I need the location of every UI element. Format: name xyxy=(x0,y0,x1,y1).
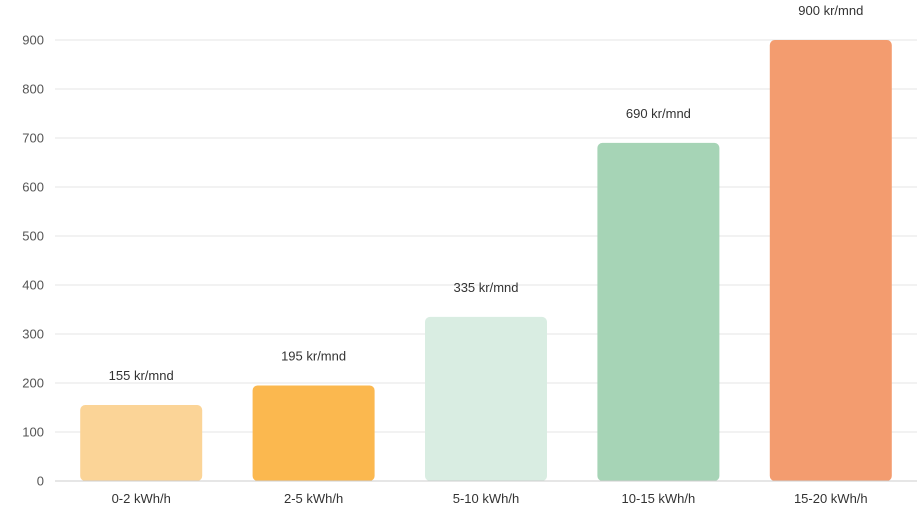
x-category-label: 15-20 kWh/h xyxy=(794,491,868,506)
y-tick-label: 900 xyxy=(22,33,44,48)
bars xyxy=(80,40,892,481)
x-category-label: 5-10 kWh/h xyxy=(453,491,519,506)
data-label: 690 kr/mnd xyxy=(626,106,691,121)
bar xyxy=(425,316,547,481)
bar xyxy=(80,405,203,481)
data-label: 900 kr/mnd xyxy=(798,3,863,18)
y-tick-label: 500 xyxy=(22,229,44,244)
x-category-label: 2-5 kWh/h xyxy=(284,491,343,506)
y-tick-label: 400 xyxy=(22,278,44,293)
bar xyxy=(597,142,720,481)
y-tick-label: 100 xyxy=(22,425,44,440)
data-labels: 155 kr/mnd 195 kr/mnd 335 kr/mnd 690 kr/mnd… xyxy=(109,3,864,383)
x-category-label: 10-15 kWh/h xyxy=(622,491,696,506)
y-tick-label: 200 xyxy=(22,376,44,391)
bar xyxy=(252,385,375,481)
y-axis-tick-labels: 0 100 200 300 400 500 600 700 800 900 xyxy=(22,33,44,489)
y-tick-label: 700 xyxy=(22,131,44,146)
y-tick-label: 800 xyxy=(22,82,44,97)
data-label: 335 kr/mnd xyxy=(453,280,518,295)
y-tick-label: 300 xyxy=(22,327,44,342)
x-category-label: 0-2 kWh/h xyxy=(112,491,171,506)
bar xyxy=(769,40,892,481)
data-label: 195 kr/mnd xyxy=(281,348,346,363)
y-tick-label: 600 xyxy=(22,180,44,195)
data-label: 155 kr/mnd xyxy=(109,368,174,383)
x-axis-category-labels: 0-2 kWh/h 2-5 kWh/h 5-10 kWh/h 10-15 kWh/h 1… xyxy=(112,491,868,506)
gridlines xyxy=(55,39,917,433)
y-tick-label: 0 xyxy=(37,474,44,489)
